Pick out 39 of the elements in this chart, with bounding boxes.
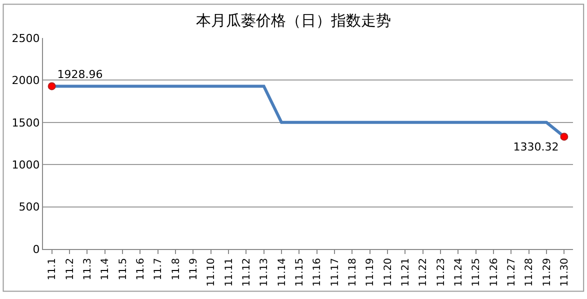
x-tick-label: 11.25 [471, 258, 482, 287]
x-tick-label: 11.7 [153, 258, 164, 280]
x-tick-label: 11.19 [365, 258, 376, 287]
y-tick-label: 2000 [12, 74, 40, 88]
y-tick-label: 2500 [12, 32, 40, 45]
x-tick-label: 11.15 [294, 258, 306, 287]
x-tick-label: 11.16 [312, 258, 324, 287]
y-tick-label: 1000 [12, 158, 40, 172]
x-tick-label: 11.17 [330, 258, 341, 287]
x-tick-label: 11.30 [559, 258, 570, 287]
y-tick-label: 500 [18, 200, 40, 214]
x-tick-label: 11.6 [135, 258, 146, 280]
x-tick-label: 11.27 [506, 258, 518, 287]
data-label: 1928.96 [57, 68, 103, 82]
x-tick-label: 11.5 [118, 258, 129, 280]
x-tick-label: 11.18 [347, 258, 358, 287]
x-tick-label: 11.28 [524, 258, 536, 287]
y-tick-label: 1500 [12, 116, 40, 130]
y-tick-label: 0 [32, 242, 40, 256]
x-tick-label: 11.26 [488, 258, 500, 287]
x-tick-label: 11.8 [170, 258, 182, 280]
x-tick-label: 11.2 [64, 258, 76, 280]
x-tick-label: 11.4 [100, 258, 112, 280]
x-tick-label: 11.11 [224, 258, 235, 287]
x-tick-label: 11.1 [47, 258, 58, 280]
data-label: 1330.32 [513, 140, 559, 154]
x-tick-label: 11.21 [400, 258, 412, 287]
x-tick-label: 11.14 [276, 258, 288, 287]
x-tick-label: 11.24 [453, 258, 464, 287]
x-tick-label: 11.3 [82, 258, 94, 280]
x-tick-label: 11.22 [418, 258, 430, 287]
x-tick-label: 11.10 [206, 258, 218, 287]
x-tick-label: 11.9 [188, 258, 200, 280]
x-tick-label: 11.29 [542, 258, 553, 287]
x-tick-label: 11.23 [436, 258, 447, 287]
x-tick-label: 11.12 [241, 258, 252, 287]
chart-title: 本月瓜蒌价格（日）指数走势 [196, 11, 391, 30]
x-tick-label: 11.13 [259, 258, 270, 287]
x-tick-label: 11.20 [382, 258, 394, 287]
